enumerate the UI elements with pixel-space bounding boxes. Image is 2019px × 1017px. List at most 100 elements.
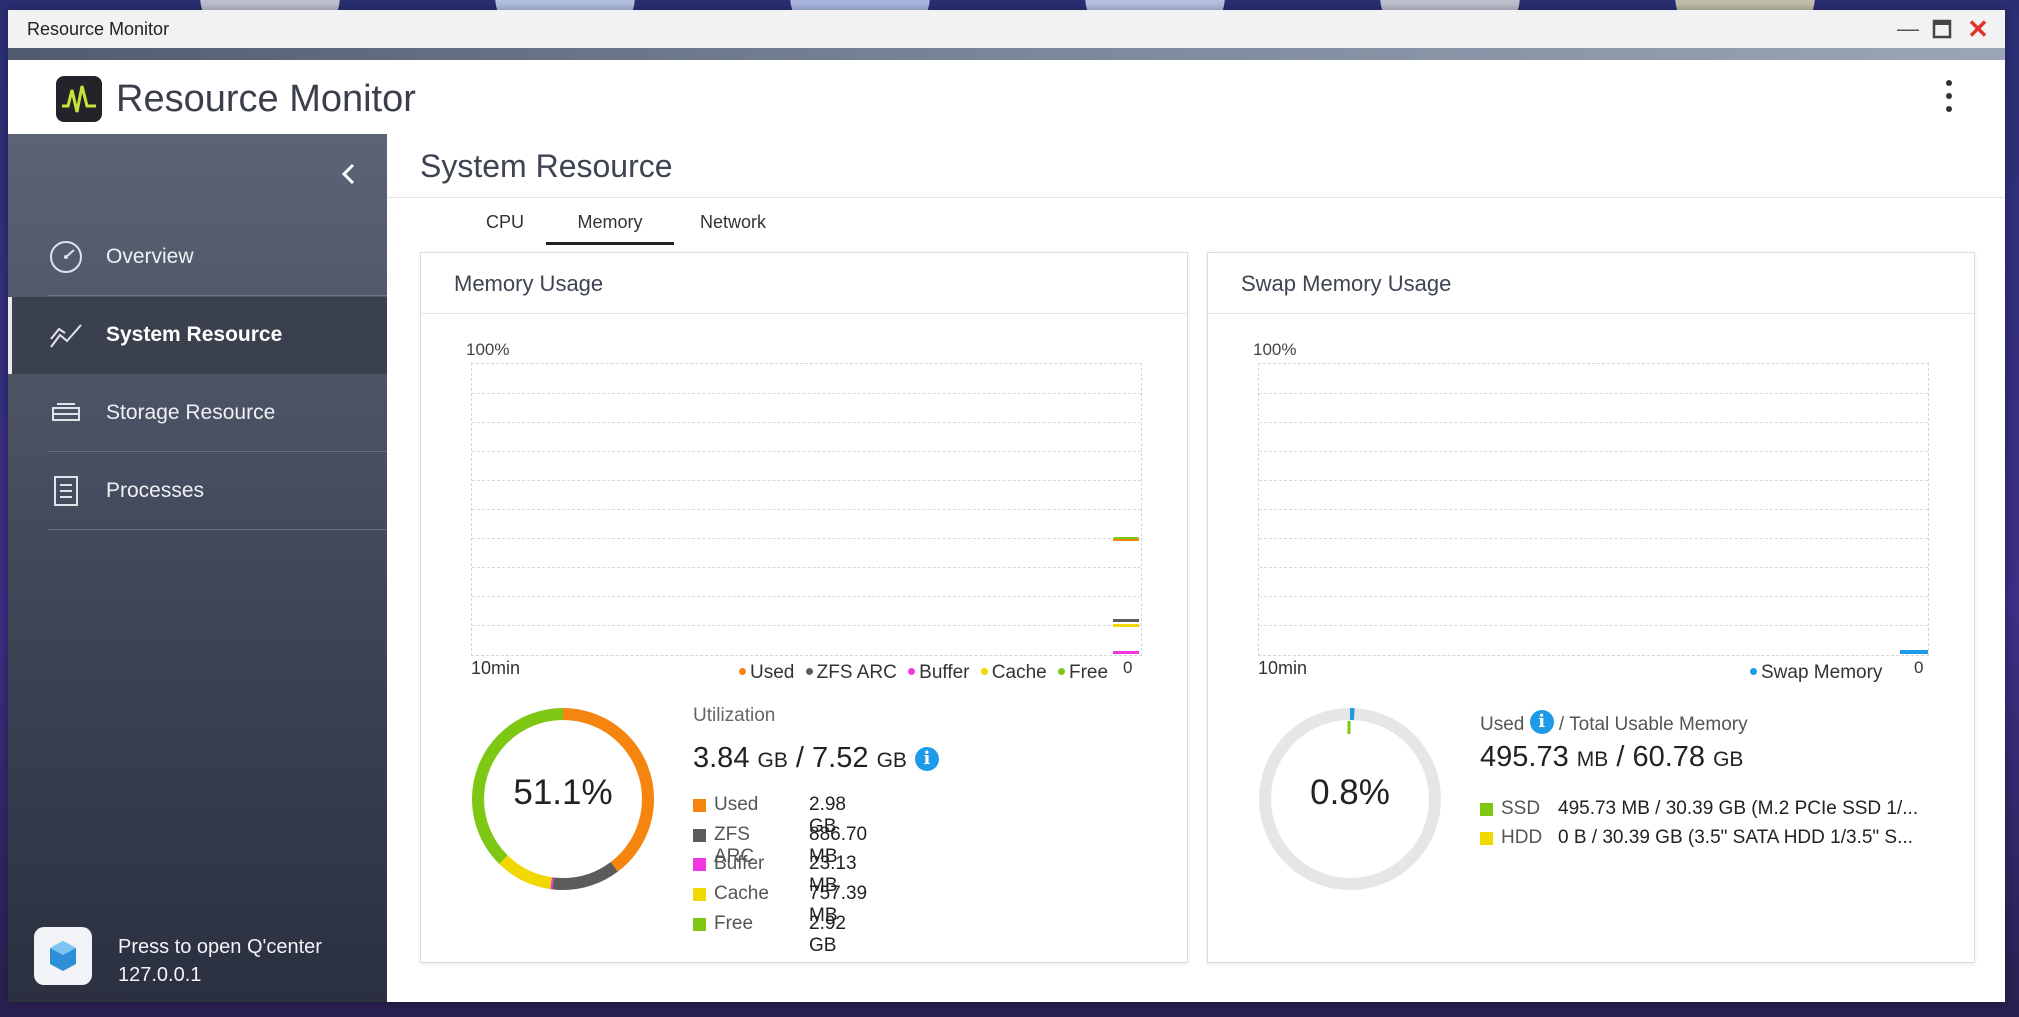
accent-bar: [8, 48, 2005, 60]
list-document-icon: [48, 473, 84, 509]
title-bar: Resource Monitor — ✕: [8, 10, 2005, 48]
swap-used-label: Used i / Total Usable Memory: [1480, 710, 1748, 736]
row-name: Buffer: [714, 853, 765, 874]
series-swap-mark: [1900, 650, 1928, 654]
memory-chart: [471, 363, 1142, 656]
card-header: Memory Usage: [421, 253, 1187, 314]
legend-buffer: Buffer: [919, 662, 970, 683]
color-swatch: [693, 888, 706, 901]
total-usable-label: / Total Usable Memory: [1558, 714, 1748, 735]
tab-network[interactable]: Network: [699, 212, 766, 232]
used-unit: MB: [1576, 748, 1609, 771]
card-title: Memory Usage: [454, 271, 604, 296]
row-name: HDD: [1501, 827, 1543, 848]
sidebar-item-label: Processes: [106, 479, 205, 502]
card-header: Swap Memory Usage: [1208, 253, 1974, 314]
more-options-icon[interactable]: [1943, 80, 1955, 118]
legend-cache: Cache: [991, 662, 1047, 683]
grid-line: [472, 567, 1141, 568]
used-unit: GB: [757, 749, 788, 772]
info-icon[interactable]: i: [1529, 710, 1554, 734]
legend-dot: [805, 667, 813, 675]
series-used-mark: [1113, 539, 1139, 541]
grid-line: [472, 480, 1141, 481]
grid-line: [472, 422, 1141, 423]
legend-dot: [1058, 667, 1065, 675]
x-axis-start-label: 10min: [471, 658, 521, 678]
used-value: 3.84: [693, 742, 750, 774]
color-swatch: [693, 829, 706, 842]
sidebar-item-storage-resource[interactable]: Storage Resource: [8, 375, 387, 452]
grid-line: [472, 509, 1141, 510]
swap-memory-card: Swap Memory Usage 100% 10min 0 Swap Memo…: [1207, 252, 1975, 963]
grid-line: [1259, 422, 1928, 423]
row-value: 886.70 MB: [809, 824, 868, 867]
tab-memory[interactable]: Memory: [546, 206, 674, 245]
app-window: Resource Monitor — ✕ Resource Monitor Ov…: [8, 10, 2005, 1002]
grid-line: [1259, 538, 1928, 539]
qcenter-address: 127.0.0.1: [118, 964, 202, 986]
main-content: System Resource CPU Memory Network Memor…: [387, 134, 2005, 1002]
separator: /: [795, 742, 804, 774]
qcenter-button[interactable]: Press to open Q'center 127.0.0.1: [34, 927, 374, 987]
sidebar: Overview System Resource Storage Resourc…: [8, 134, 387, 1002]
sidebar-item-label: System Resource: [106, 323, 283, 346]
page-title: System Resource: [420, 148, 673, 184]
row-value: 2.98 GB: [809, 794, 846, 837]
info-icon[interactable]: i: [914, 747, 939, 771]
x-axis-end-label: 0: [1123, 658, 1133, 677]
grid-line: [472, 393, 1141, 394]
qcenter-label: Press to open Q'center: [118, 936, 322, 958]
legend-zfs-arc: ZFS ARC: [816, 662, 897, 683]
grid-line: [1259, 596, 1928, 597]
storage-icon: [48, 395, 84, 431]
legend-free: Free: [1069, 662, 1109, 683]
card-title: Swap Memory Usage: [1241, 271, 1452, 296]
row-name: SSD: [1501, 798, 1541, 819]
series-cache-mark: [1113, 624, 1139, 627]
memory-usage-card: Memory Usage 100% 10min 0: [420, 252, 1188, 963]
swap-value: 495.73 MB / 60.78 GB: [1480, 741, 1743, 774]
legend-swap-memory: Swap Memory: [1761, 662, 1883, 683]
color-swatch: [693, 799, 706, 812]
row-value: 0 B / 30.39 GB (3.5" SATA HDD 1/3.5" S..…: [1558, 827, 1913, 848]
y-axis-max-label: 100%: [1253, 340, 1297, 359]
x-axis-start-label: 10min: [1258, 658, 1308, 678]
sidebar-item-overview[interactable]: Overview: [8, 219, 387, 296]
grid-line: [1259, 509, 1928, 510]
row-name: ZFS ARC: [714, 824, 755, 867]
legend-dot: [908, 667, 916, 675]
row-value: 2.92 GB: [809, 913, 846, 956]
collapse-sidebar-icon[interactable]: [334, 159, 364, 189]
legend-dot: [980, 667, 988, 675]
color-swatch: [1480, 803, 1493, 816]
speedometer-icon: [48, 239, 84, 275]
swap-percent: 0.8%: [1310, 773, 1390, 812]
divider: [387, 197, 2005, 198]
maximize-icon[interactable]: [1929, 16, 1955, 42]
total-unit: GB: [876, 749, 907, 772]
separator: /: [1616, 741, 1625, 773]
color-swatch: [693, 918, 706, 931]
grid-line: [1259, 393, 1928, 394]
grid-line: [1259, 480, 1928, 481]
row-name: Cache: [714, 883, 769, 904]
donut-swap-segment: [1259, 708, 1441, 890]
qcenter-cube-icon: [34, 927, 92, 985]
minimize-icon[interactable]: —: [1897, 16, 1919, 41]
resource-monitor-logo-icon: [56, 76, 102, 122]
close-icon[interactable]: ✕: [1967, 14, 1989, 44]
row-name: Free: [714, 913, 754, 934]
used-label: Used: [1480, 714, 1525, 735]
sidebar-item-processes[interactable]: Processes: [8, 453, 387, 530]
chart-legend: Used ZFS ARC Buffer Cache Free: [733, 662, 1108, 684]
tab-cpu[interactable]: CPU: [485, 212, 524, 232]
sidebar-item-label: Storage Resource: [106, 401, 276, 424]
swap-chart: [1258, 363, 1929, 656]
sidebar-item-system-resource[interactable]: System Resource: [8, 297, 387, 374]
total-unit: GB: [1713, 748, 1744, 771]
chart-legend: Swap Memory: [1744, 662, 1882, 684]
divider: [48, 529, 387, 530]
window-title: Resource Monitor: [27, 19, 170, 39]
row-name: Used: [714, 794, 759, 815]
